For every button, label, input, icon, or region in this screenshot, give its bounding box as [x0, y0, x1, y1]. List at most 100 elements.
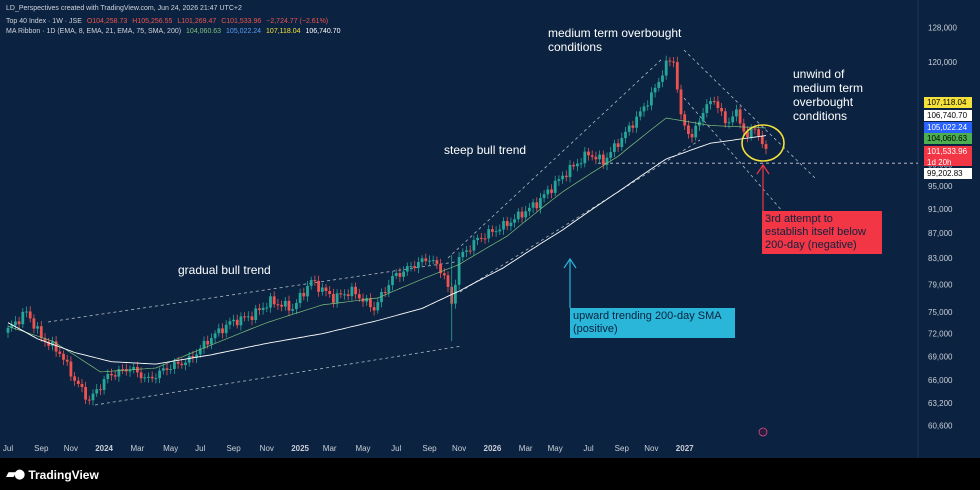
candle-body — [712, 101, 716, 102]
candle-body — [413, 266, 417, 268]
candle-body — [39, 326, 43, 339]
candle-body — [601, 154, 605, 165]
ribbon-value-3: 107,118.04 — [266, 28, 301, 35]
candle-body — [343, 294, 346, 296]
x-tick-label: May — [163, 444, 178, 453]
candle-body — [553, 180, 557, 193]
candle-body — [332, 294, 335, 303]
candle-body — [587, 151, 590, 156]
candle-body — [454, 284, 457, 304]
candle-body — [516, 211, 520, 220]
candle-body — [14, 321, 17, 326]
candle-body — [210, 338, 213, 345]
y-tick-label: 69,000 — [928, 352, 953, 361]
candle-body — [491, 229, 494, 232]
tradingview-logo[interactable]: ▰● TradingView — [6, 467, 99, 482]
x-tick-label: May — [548, 444, 563, 453]
candle-body — [6, 327, 10, 333]
candle-body — [320, 287, 324, 292]
x-tick-label: May — [355, 444, 370, 453]
candle-body — [757, 129, 760, 136]
annotation-overbought: medium term overbought conditions — [548, 26, 682, 54]
candle-body — [539, 198, 542, 209]
candle-body — [646, 105, 650, 107]
candle-body — [254, 308, 258, 320]
candle-body — [720, 108, 723, 112]
gradual-channel-lower — [94, 345, 463, 406]
brand-label: TradingView — [28, 467, 99, 482]
candle-body — [180, 363, 184, 366]
candle-body — [557, 179, 561, 181]
candle-body — [206, 340, 210, 345]
candle-body — [687, 125, 690, 134]
candle-body — [246, 316, 250, 318]
ohlc-high: H105,256.55 — [132, 18, 173, 25]
candle-body — [435, 260, 439, 264]
candle-body — [738, 109, 742, 124]
candle-body — [727, 122, 731, 124]
x-tick-label: Jul — [583, 444, 593, 453]
candle-body — [631, 125, 635, 128]
candle-body — [191, 356, 195, 358]
annotation-gradual-bull: gradual bull trend — [178, 263, 271, 277]
candle-body — [546, 189, 550, 195]
candle-body — [624, 131, 627, 139]
candle-body — [694, 125, 698, 138]
credit-text: LD_Perspectives created with TradingView… — [6, 5, 242, 12]
candle-body — [128, 369, 132, 372]
candle-body — [328, 291, 332, 294]
steep-channel-lower — [459, 139, 701, 293]
candle-body — [269, 296, 272, 308]
price-tag-horizontal: 99,202.83 — [924, 168, 972, 179]
candle-body — [638, 111, 642, 117]
candle-body — [653, 87, 657, 93]
candle-body — [661, 75, 664, 82]
x-tick-label: Sep — [615, 444, 630, 453]
candle-body — [228, 321, 232, 325]
candle-body — [387, 285, 391, 293]
candle-body — [605, 157, 609, 165]
candle-body — [576, 163, 579, 167]
candle-body — [716, 101, 720, 108]
candle-body — [350, 286, 354, 297]
ribbon-legend[interactable]: MA Ribbon · 1D (EMA, 8, EMA, 21, EMA, 75… — [6, 28, 344, 35]
candle-body — [21, 311, 25, 325]
candle-body — [369, 298, 372, 308]
candle-body — [317, 280, 320, 292]
sma200-line — [7, 135, 767, 365]
candle-body — [550, 189, 553, 193]
candle-body — [417, 262, 420, 268]
candle-body — [335, 293, 339, 303]
candle-body — [394, 273, 398, 276]
price-tag-ema8: 104,060.63 — [924, 133, 972, 144]
candle-body — [324, 287, 328, 291]
symbol-legend[interactable]: Top 40 Index · 1W · JSE O104,258.73 H105… — [6, 18, 331, 25]
candle-body — [10, 325, 14, 328]
candle-body — [579, 163, 583, 165]
candle-body — [365, 298, 369, 302]
candle-body — [165, 368, 169, 370]
ribbon-value-1: 104,060.63 — [186, 28, 222, 35]
candle-body — [594, 156, 598, 160]
candle-body — [47, 341, 51, 346]
candle-body — [561, 175, 564, 180]
x-tick-label: 2025 — [291, 444, 309, 453]
x-tick-label: Jul — [391, 444, 401, 453]
price-tag-ema21: 105,022.24 — [924, 122, 972, 133]
candle-body — [709, 101, 712, 105]
candle-body — [650, 92, 653, 106]
candle-body — [564, 175, 568, 178]
candle-body — [306, 285, 309, 297]
candle-body — [627, 125, 631, 132]
candle-body — [391, 276, 394, 286]
x-tick-label: 2027 — [676, 444, 694, 453]
y-tick-label: 72,000 — [928, 330, 953, 339]
candle-body — [735, 109, 738, 117]
annotation-unwind: unwind of medium term overbought conditi… — [793, 67, 864, 123]
candle-body — [154, 378, 158, 380]
candle-body — [184, 362, 187, 366]
attempt-arrow-head — [756, 163, 770, 175]
candle-body — [17, 321, 21, 325]
candle-body — [224, 324, 228, 334]
